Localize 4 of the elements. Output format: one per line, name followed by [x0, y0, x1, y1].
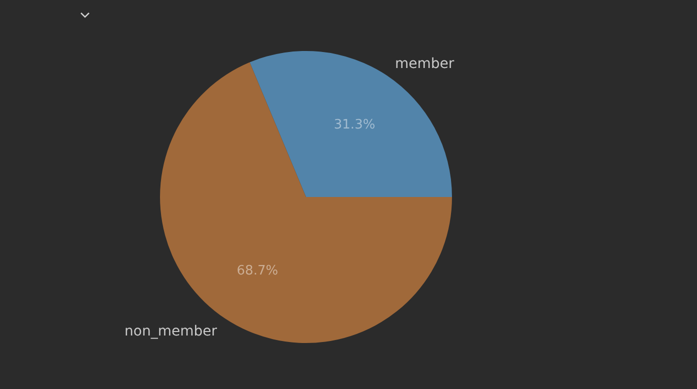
slice-label: member	[395, 56, 454, 72]
slice-label: non_member	[124, 324, 218, 340]
data-label: 68.7%	[236, 263, 278, 278]
data-label: 31.3%	[334, 118, 376, 133]
